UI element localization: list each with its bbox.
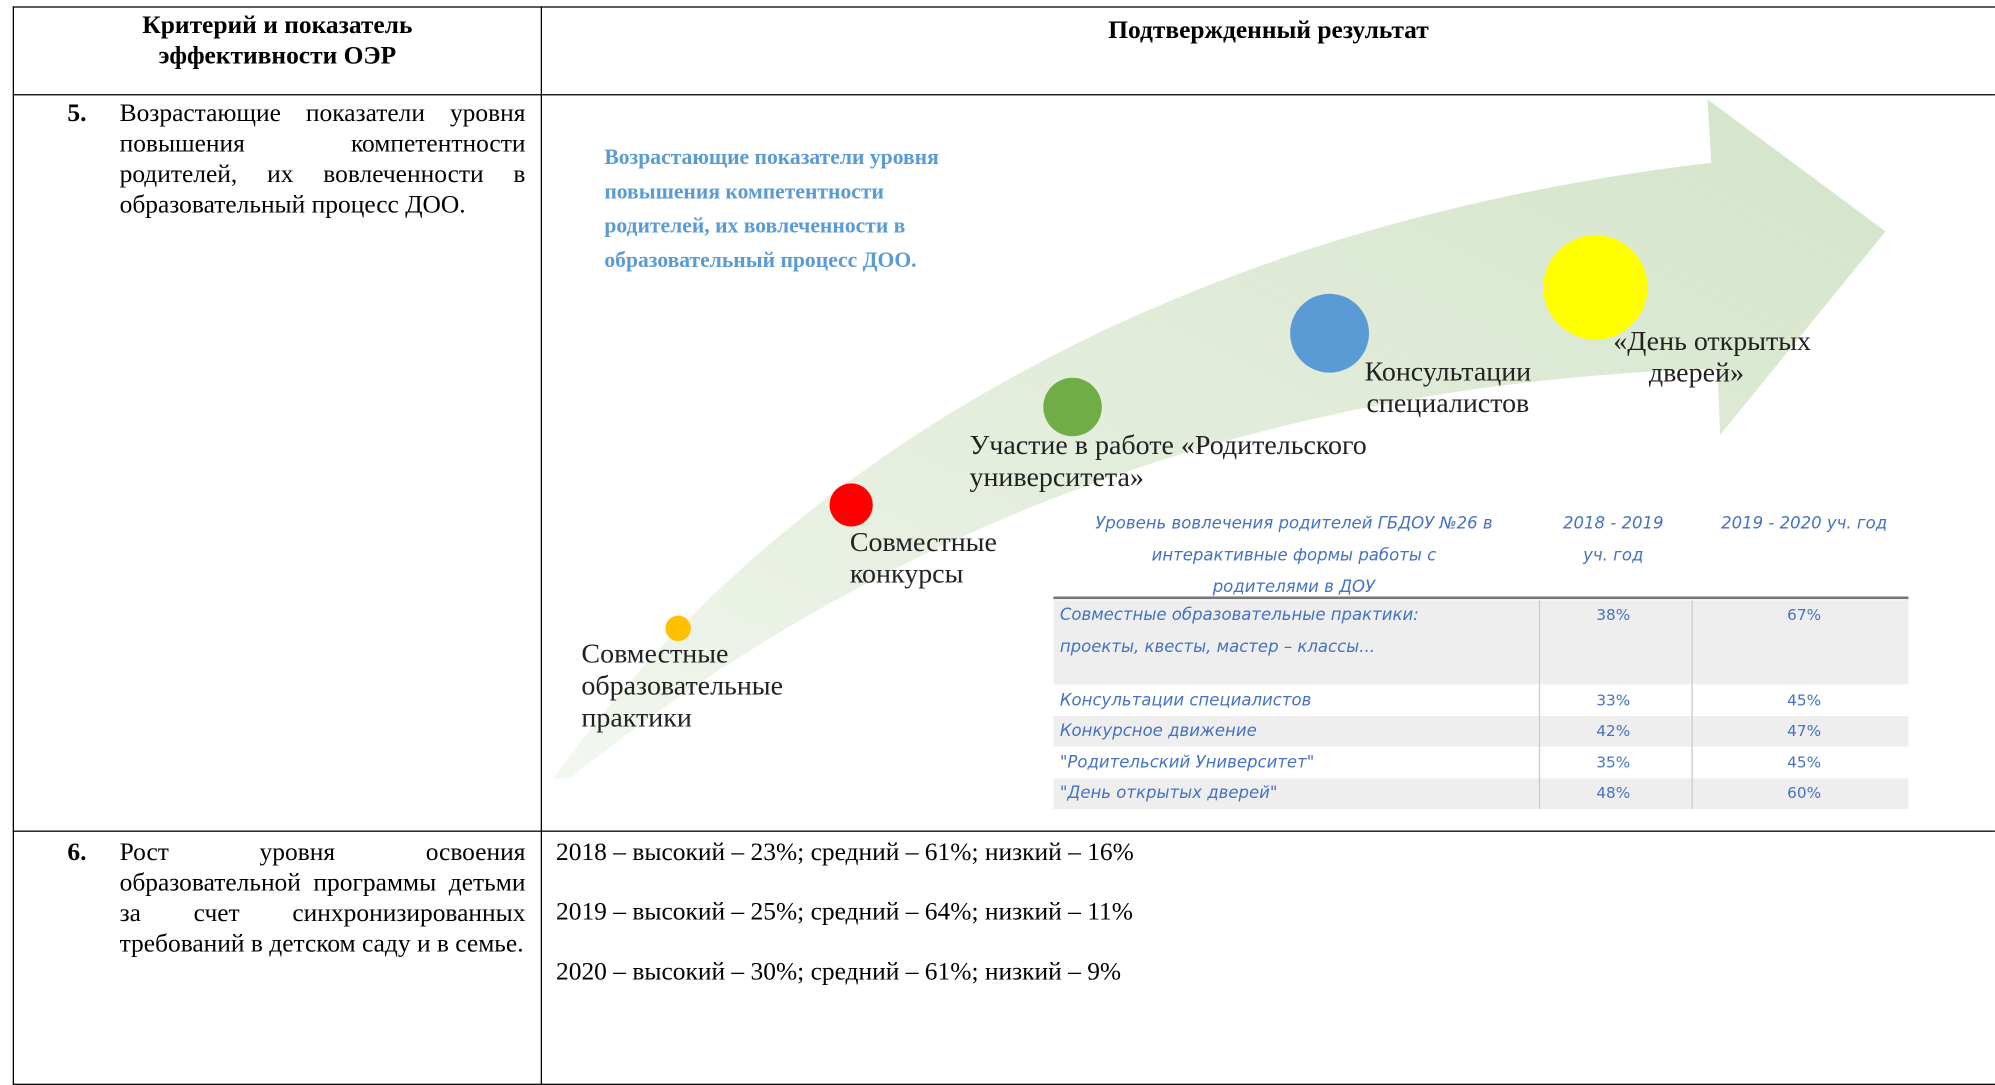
step-label: образовательные: [581, 671, 783, 702]
step-circle: [1543, 235, 1647, 339]
inner-table-header: Уровень вовлечения родителей ГБДОУ №26 в: [1095, 514, 1492, 533]
inner-table-label: Конкурсное движение: [1060, 721, 1257, 740]
step-label: «День открытых: [1613, 326, 1811, 357]
step-label: Консультации: [1365, 356, 1532, 387]
inner-table-value: 45%: [1787, 691, 1821, 709]
step-label: практики: [581, 702, 691, 733]
inner-table-value: 35%: [1596, 754, 1630, 772]
inner-table-value: 45%: [1787, 754, 1821, 772]
inner-table-value: 42%: [1596, 722, 1630, 740]
step-label: конкурсы: [850, 559, 964, 590]
inner-table-value: 38%: [1596, 606, 1630, 624]
inner-table-label: Совместные образовательные практики:: [1060, 605, 1419, 624]
infographic: Возрастающие показатели уровня повышения …: [0, 0, 1995, 1076]
step-circle: [1043, 378, 1102, 437]
infographic-title: повышения компетентности: [604, 179, 884, 203]
inner-table-header: родителями в ДОУ: [1212, 577, 1376, 596]
step-label: Совместные: [850, 527, 997, 558]
inner-table-label: Консультации специалистов: [1060, 690, 1311, 709]
step-circle: [1290, 294, 1369, 373]
step-label: специалистов: [1366, 388, 1529, 419]
step-label: Участие в работе «Родительского: [969, 430, 1366, 461]
inner-table-value: 33%: [1596, 691, 1630, 709]
inner-table-value: 60%: [1787, 784, 1821, 802]
inner-table-header: 2019 - 2020 уч. год: [1721, 514, 1887, 533]
step-circle: [665, 616, 690, 641]
step-label: университета»: [969, 462, 1143, 493]
document: Критерий и показатель эффективности ОЭР …: [0, 0, 1995, 1076]
step-label: дверей»: [1649, 358, 1744, 389]
infographic-title: образовательный процесс ДОО.: [604, 248, 916, 272]
infographic-title: Возрастающие показатели уровня: [604, 145, 939, 169]
step-circle: [830, 483, 873, 526]
inner-table-label: проекты, квесты, мастер – классы...: [1060, 637, 1375, 656]
inner-table-label: "День открытых дверей": [1060, 783, 1278, 802]
inner-table-header: 2018 - 2019: [1563, 514, 1664, 533]
inner-table-value: 47%: [1787, 722, 1821, 740]
page: Критерий и показатель эффективности ОЭР …: [0, 0, 1995, 1076]
inner-table-header: интерактивные формы работы с: [1152, 545, 1437, 564]
inner-table-label: "Родительский Университет": [1060, 753, 1314, 772]
inner-table-value: 67%: [1787, 606, 1821, 624]
inner-table-header: уч. год: [1582, 545, 1643, 564]
inner-table-value: 48%: [1596, 784, 1630, 802]
step-label: Совместные: [581, 639, 728, 670]
infographic-title: родителей, их вовлеченности в: [604, 214, 905, 238]
